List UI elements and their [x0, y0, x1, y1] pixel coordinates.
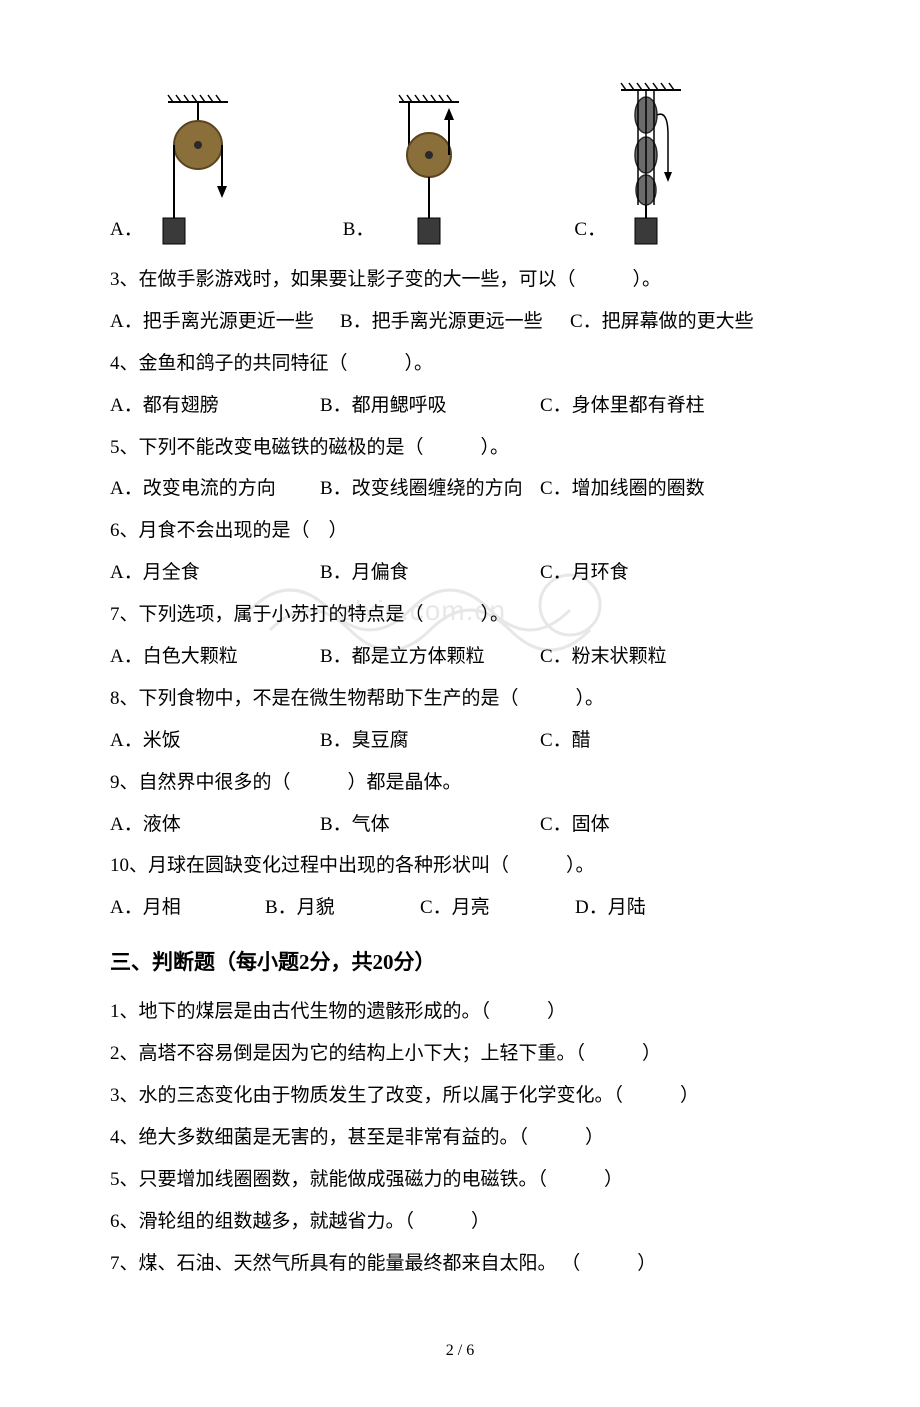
- fixed-pulley-icon: [153, 90, 243, 250]
- q6-opt-a: A．月全食: [110, 553, 320, 593]
- q10-opt-c: C．月亮: [420, 888, 575, 928]
- q7-opt-c: C．粉末状颗粒: [540, 637, 740, 677]
- q10-opt-b: B．月貌: [265, 888, 420, 928]
- j2: 2、高塔不容易倒是因为它的结构上小下大；上轻下重。（ ）: [110, 1034, 810, 1074]
- q3-text: 3、在做手影游戏时，如果要让影子变的大一些，可以（ ）。: [110, 260, 810, 300]
- q4-opt-c: C．身体里都有脊柱: [540, 386, 740, 426]
- q8-opt-b: B．臭豆腐: [320, 721, 540, 761]
- q10-num: 10、: [110, 855, 148, 876]
- q10-opt-d: D．月陆: [575, 888, 730, 928]
- q7-stem: 下列选项，属于小苏打的特点是（ ）。: [139, 604, 510, 625]
- q3-opt-b: B．把手离光源更远一些: [340, 302, 570, 342]
- q5-options: A．改变电流的方向 B．改变线圈缠绕的方向 C．增加线圈的圈数: [110, 469, 810, 509]
- q4-opt-b: B．都用鳃呼吸: [320, 386, 540, 426]
- q7-text: 7、下列选项，属于小苏打的特点是（ ）。: [110, 595, 810, 635]
- j7-text: 煤、石油、天然气所具有的能量最终都来自太阳。 （ ）: [139, 1253, 657, 1274]
- j1: 1、地下的煤层是由古代生物的遗骸形成的。（ ）: [110, 992, 810, 1032]
- page-number: 2 / 6: [110, 1334, 810, 1368]
- q3-stem: 在做手影游戏时，如果要让影子变的大一些，可以（ ）。: [139, 269, 662, 290]
- q9-opt-b: B．气体: [320, 805, 540, 845]
- q9-opt-a: A．液体: [110, 805, 320, 845]
- q5-opt-a: A．改变电流的方向: [110, 469, 320, 509]
- q3-opt-a: A．把手离光源更近一些: [110, 302, 340, 342]
- q4-text: 4、金鱼和鸽子的共同特征（ ）。: [110, 344, 810, 384]
- q4-options: A．都有翅膀 B．都用鳃呼吸 C．身体里都有脊柱: [110, 386, 810, 426]
- q3-options: A．把手离光源更近一些 B．把手离光源更远一些 C．把屏幕做的更大些: [110, 302, 810, 342]
- j3-text: 水的三态变化由于物质发生了改变，所以属于化学变化。（ ）: [139, 1085, 700, 1106]
- q8-stem: 下列食物中，不是在微生物帮助下生产的是（ ）。: [139, 688, 605, 709]
- q8-num: 8、: [110, 688, 139, 709]
- q8-opt-a: A．米饭: [110, 721, 320, 761]
- q5-opt-c: C．增加线圈的圈数: [540, 469, 740, 509]
- option-a-label: A．: [110, 210, 143, 250]
- q8-options: A．米饭 B．臭豆腐 C．醋: [110, 721, 810, 761]
- q7-options: A．白色大颗粒 B．都是立方体颗粒 C．粉末状颗粒: [110, 637, 810, 677]
- q4-opt-a: A．都有翅膀: [110, 386, 320, 426]
- q6-stem: 月食不会出现的是（ ）: [139, 520, 348, 541]
- q9-options: A．液体 B．气体 C．固体: [110, 805, 810, 845]
- j5: 5、只要增加线圈圈数，就能做成强磁力的电磁铁。（ ）: [110, 1160, 810, 1200]
- q7-num: 7、: [110, 604, 139, 625]
- q6-opt-b: B．月偏食: [320, 553, 540, 593]
- j5-text: 只要增加线圈圈数，就能做成强磁力的电磁铁。（ ）: [139, 1169, 624, 1190]
- j4-text: 绝大多数细菌是无害的，甚至是非常有益的。（ ）: [139, 1127, 605, 1148]
- q10-opt-a: A．月相: [110, 888, 265, 928]
- q6-options: A．月全食 B．月偏食 C．月环食: [110, 553, 810, 593]
- j7-num: 7、: [110, 1253, 139, 1274]
- q6-num: 6、: [110, 520, 139, 541]
- q4-num: 4、: [110, 353, 139, 374]
- j5-num: 5、: [110, 1169, 139, 1190]
- q10-options: A．月相 B．月貌 C．月亮 D．月陆: [110, 888, 810, 928]
- option-a-pulley: A．: [110, 90, 243, 250]
- q10-stem: 月球在圆缺变化过程中出现的各种形状叫（ ）。: [148, 855, 595, 876]
- j3: 3、水的三态变化由于物质发生了改变，所以属于化学变化。（ ）: [110, 1076, 810, 1116]
- section3-title: 三、判断题（每小题2分，共20分）: [110, 940, 810, 984]
- j1-num: 1、: [110, 1001, 139, 1022]
- q8-opt-c: C．醋: [540, 721, 740, 761]
- q5-opt-b: B．改变线圈缠绕的方向: [320, 469, 540, 509]
- q7-opt-b: B．都是立方体颗粒: [320, 637, 540, 677]
- q10-text: 10、月球在圆缺变化过程中出现的各种形状叫（ ）。: [110, 846, 810, 886]
- q2-pulley-options: A． B．: [110, 80, 810, 250]
- q4-stem: 金鱼和鸽子的共同特征（ ）。: [139, 353, 434, 374]
- option-c-pulley: C．: [574, 80, 686, 250]
- j1-text: 地下的煤层是由古代生物的遗骸形成的。（ ）: [139, 1001, 567, 1022]
- j3-num: 3、: [110, 1085, 139, 1106]
- j2-num: 2、: [110, 1043, 139, 1064]
- q6-opt-c: C．月环食: [540, 553, 740, 593]
- q9-num: 9、: [110, 772, 139, 793]
- option-b-pulley: B．: [343, 90, 475, 250]
- q9-stem: 自然界中很多的（ ）都是晶体。: [139, 772, 462, 793]
- j2-text: 高塔不容易倒是因为它的结构上小下大；上轻下重。（ ）: [139, 1043, 662, 1064]
- q7-opt-a: A．白色大颗粒: [110, 637, 320, 677]
- q3-opt-c: C．把屏幕做的更大些: [570, 302, 754, 342]
- q6-text: 6、月食不会出现的是（ ）: [110, 511, 810, 551]
- q5-text: 5、下列不能改变电磁铁的磁极的是（ ）。: [110, 428, 810, 468]
- movable-pulley-icon: [384, 90, 474, 250]
- q3-num: 3、: [110, 269, 139, 290]
- q5-num: 5、: [110, 437, 139, 458]
- j6-text: 滑轮组的组数越多，就越省力。（ ）: [139, 1211, 491, 1232]
- q8-text: 8、下列食物中，不是在微生物帮助下生产的是（ ）。: [110, 679, 810, 719]
- j7: 7、煤、石油、天然气所具有的能量最终都来自太阳。 （ ）: [110, 1244, 810, 1284]
- j4-num: 4、: [110, 1127, 139, 1148]
- j6: 6、滑轮组的组数越多，就越省力。（ ）: [110, 1202, 810, 1242]
- pulley-block-icon: [616, 80, 686, 250]
- q9-opt-c: C．固体: [540, 805, 740, 845]
- option-b-label: B．: [343, 210, 375, 250]
- j4: 4、绝大多数细菌是无害的，甚至是非常有益的。（ ）: [110, 1118, 810, 1158]
- q5-stem: 下列不能改变电磁铁的磁极的是（ ）。: [139, 437, 510, 458]
- q9-text: 9、自然界中很多的（ ）都是晶体。: [110, 763, 810, 803]
- j6-num: 6、: [110, 1211, 139, 1232]
- option-c-label: C．: [574, 210, 606, 250]
